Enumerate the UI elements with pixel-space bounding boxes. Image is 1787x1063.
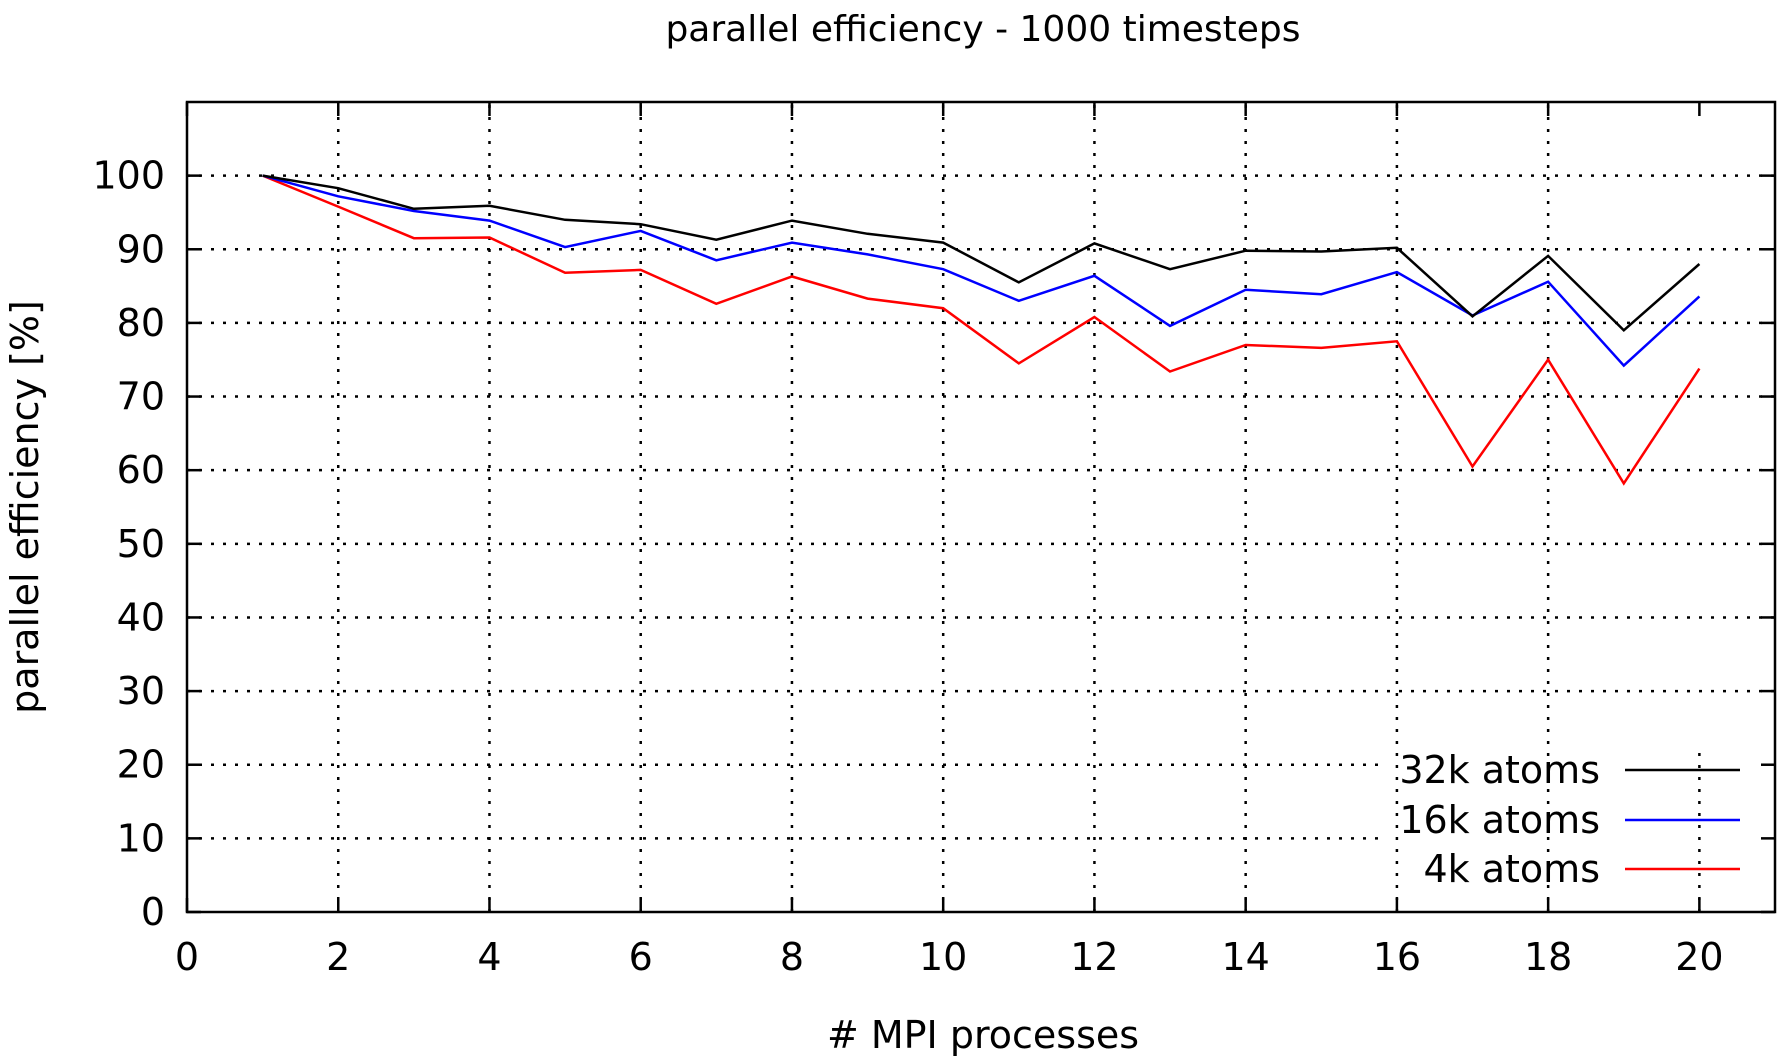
- x-tick-label: 2: [326, 935, 350, 979]
- y-tick-label: 0: [141, 890, 165, 934]
- legend-label: 32k atoms: [1399, 748, 1600, 792]
- y-tick-label: 70: [117, 375, 165, 419]
- plot-frame: [185, 100, 1777, 914]
- x-tick-label: 12: [1070, 935, 1118, 979]
- x-tick-label: 0: [175, 935, 199, 979]
- y-axis-label: parallel efficiency [%]: [3, 300, 47, 714]
- legend: 32k atoms 16k atoms 4k atoms: [1399, 748, 1740, 891]
- legend-item: 4k atoms: [1423, 847, 1740, 891]
- x-axis-label: # MPI processes: [827, 1013, 1139, 1057]
- legend-label: 16k atoms: [1399, 798, 1600, 842]
- grid: [187, 102, 1775, 912]
- legend-label: 4k atoms: [1423, 847, 1600, 891]
- y-tick-label: 100: [92, 154, 165, 198]
- y-tick-label: 80: [117, 301, 165, 345]
- plot-series: [262, 174, 1701, 486]
- y-tick-label: 50: [117, 522, 165, 566]
- y-tick-labels: 0 10 20 30 40 50 60 70 80 90 100: [92, 154, 165, 934]
- y-tick-label: 10: [117, 816, 165, 860]
- axis-ticks: [185, 102, 1775, 914]
- x-tick-label: 18: [1524, 935, 1572, 979]
- y-tick-label: 20: [117, 743, 165, 787]
- x-tick-label: 8: [780, 935, 804, 979]
- y-tick-label: 60: [117, 448, 165, 492]
- x-tick-label: 6: [629, 935, 653, 979]
- series-line-4k-atoms: [262, 174, 1701, 486]
- legend-item: 16k atoms: [1399, 798, 1740, 842]
- x-tick-label: 10: [919, 935, 967, 979]
- chart-title: parallel efficiency - 1000 timesteps: [665, 9, 1300, 50]
- series-line-16k-atoms: [262, 174, 1701, 368]
- y-tick-label: 30: [117, 669, 165, 713]
- x-tick-label: 4: [477, 935, 501, 979]
- x-tick-label: 16: [1373, 935, 1421, 979]
- x-tick-label: 20: [1675, 935, 1723, 979]
- x-tick-labels: 0 2 4 6 8 10 12 14 16 18 20: [175, 935, 1724, 979]
- y-tick-label: 40: [117, 595, 165, 639]
- x-tick-label: 14: [1221, 935, 1269, 979]
- legend-item: 32k atoms: [1399, 748, 1740, 792]
- y-tick-label: 90: [117, 227, 165, 271]
- series-line-32k-atoms: [262, 174, 1701, 333]
